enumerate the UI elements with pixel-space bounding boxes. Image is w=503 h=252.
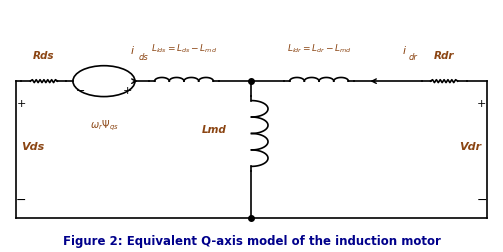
Text: $\omega_r\Psi_{qs}$: $\omega_r\Psi_{qs}$ — [90, 119, 118, 133]
Text: +: + — [123, 86, 132, 96]
Text: dr: dr — [409, 53, 418, 62]
Text: $i$: $i$ — [401, 44, 406, 56]
Text: $L_{ldr}=L_{dr}-L_{md}$: $L_{ldr}=L_{dr}-L_{md}$ — [287, 42, 352, 55]
Text: Figure 2: Equivalent Q-axis model of the induction motor: Figure 2: Equivalent Q-axis model of the… — [62, 235, 441, 248]
Text: Vdr: Vdr — [459, 142, 481, 152]
Text: +: + — [477, 99, 486, 109]
Text: $i$: $i$ — [130, 44, 135, 56]
Text: −: − — [16, 194, 27, 207]
Text: +: + — [17, 99, 26, 109]
Text: ds: ds — [139, 53, 149, 62]
Text: Rdr: Rdr — [434, 51, 454, 61]
Text: −: − — [476, 194, 487, 207]
Text: Vds: Vds — [22, 142, 45, 152]
Text: Lmd: Lmd — [202, 125, 226, 136]
Text: Rds: Rds — [33, 51, 55, 61]
Text: $L_{lds}=L_{ds}-L_{md}$: $L_{lds}=L_{ds}-L_{md}$ — [151, 42, 217, 55]
Text: −: − — [76, 86, 85, 96]
